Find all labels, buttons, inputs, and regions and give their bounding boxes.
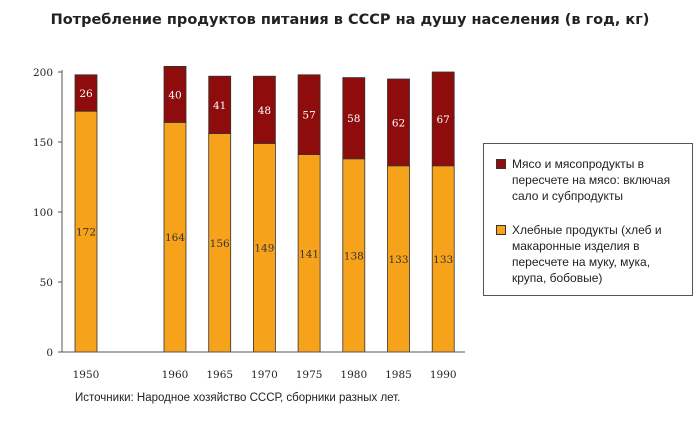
data-label-grain: 164: [165, 232, 185, 244]
bar-meat: [74, 74, 98, 112]
x-tick-label: 1960: [162, 369, 189, 381]
bar-meat: [252, 75, 276, 144]
legend-label-grain: Хлебные продукты (хлеб и макаронные изде…: [512, 223, 662, 285]
source-note: Источники: Народное хозяйство СССР, сбор…: [75, 392, 401, 404]
y-tick-label: 200: [33, 67, 53, 79]
data-label-meat: 26: [79, 88, 93, 100]
legend-label-meat: Мясо и мясопродукты в пересчете на мясо:…: [512, 157, 671, 203]
x-tick-label: 1975: [296, 369, 323, 381]
chart-title: Потребление продуктов питания в СССР на …: [50, 12, 650, 28]
data-label-meat: 41: [213, 100, 226, 112]
bar-meat: [163, 66, 187, 123]
x-tick-label: 1970: [251, 369, 278, 381]
y-tick-label: 150: [33, 137, 53, 149]
bar-meat: [297, 74, 321, 156]
bars: 172 26 164 40 156 41 149 48 141 57 138 58 133 62 133 67: [74, 66, 455, 353]
bar-meat: [387, 78, 410, 167]
legend: Мясо и мясопродукты в пересчете на мясо:…: [483, 143, 693, 296]
y-tick-label: 50: [40, 277, 53, 289]
data-label-grain: 133: [388, 254, 408, 266]
bar-meat: [431, 71, 455, 167]
data-label-grain: 138: [344, 250, 364, 262]
legend-swatch-grain: [496, 225, 506, 235]
x-axis: 1950 1960 1965 1970 1975 1980 1985 1990: [62, 351, 465, 381]
x-tick-label: 1965: [206, 369, 233, 381]
data-label-meat: 48: [258, 105, 271, 117]
data-label-grain: 172: [76, 227, 96, 239]
y-axis: 0 50 100 150 200: [33, 67, 63, 359]
bar-meat: [208, 75, 232, 134]
x-tick-label: 1980: [340, 369, 367, 381]
x-tick-label: 1950: [73, 369, 100, 381]
data-label-grain: 156: [210, 238, 230, 250]
legend-swatch-meat: [496, 159, 506, 169]
legend-item-grain: Хлебные продукты (хлеб и макаронные изде…: [496, 222, 686, 286]
data-label-meat: 40: [168, 89, 181, 101]
x-tick-label: 1990: [430, 369, 457, 381]
data-label-grain: 149: [254, 243, 274, 255]
data-label-grain: 133: [433, 254, 453, 266]
x-tick-label: 1985: [385, 369, 412, 381]
data-label-meat: 58: [347, 113, 360, 125]
legend-item-meat: Мясо и мясопродукты в пересчете на мясо:…: [496, 156, 686, 204]
y-tick-label: 100: [33, 207, 53, 219]
data-label-meat: 57: [302, 110, 315, 122]
data-label-meat: 62: [392, 117, 405, 129]
data-label-grain: 141: [299, 248, 319, 260]
bar-meat: [342, 77, 366, 160]
data-label-meat: 67: [437, 114, 450, 126]
y-tick-label: 0: [46, 347, 53, 359]
